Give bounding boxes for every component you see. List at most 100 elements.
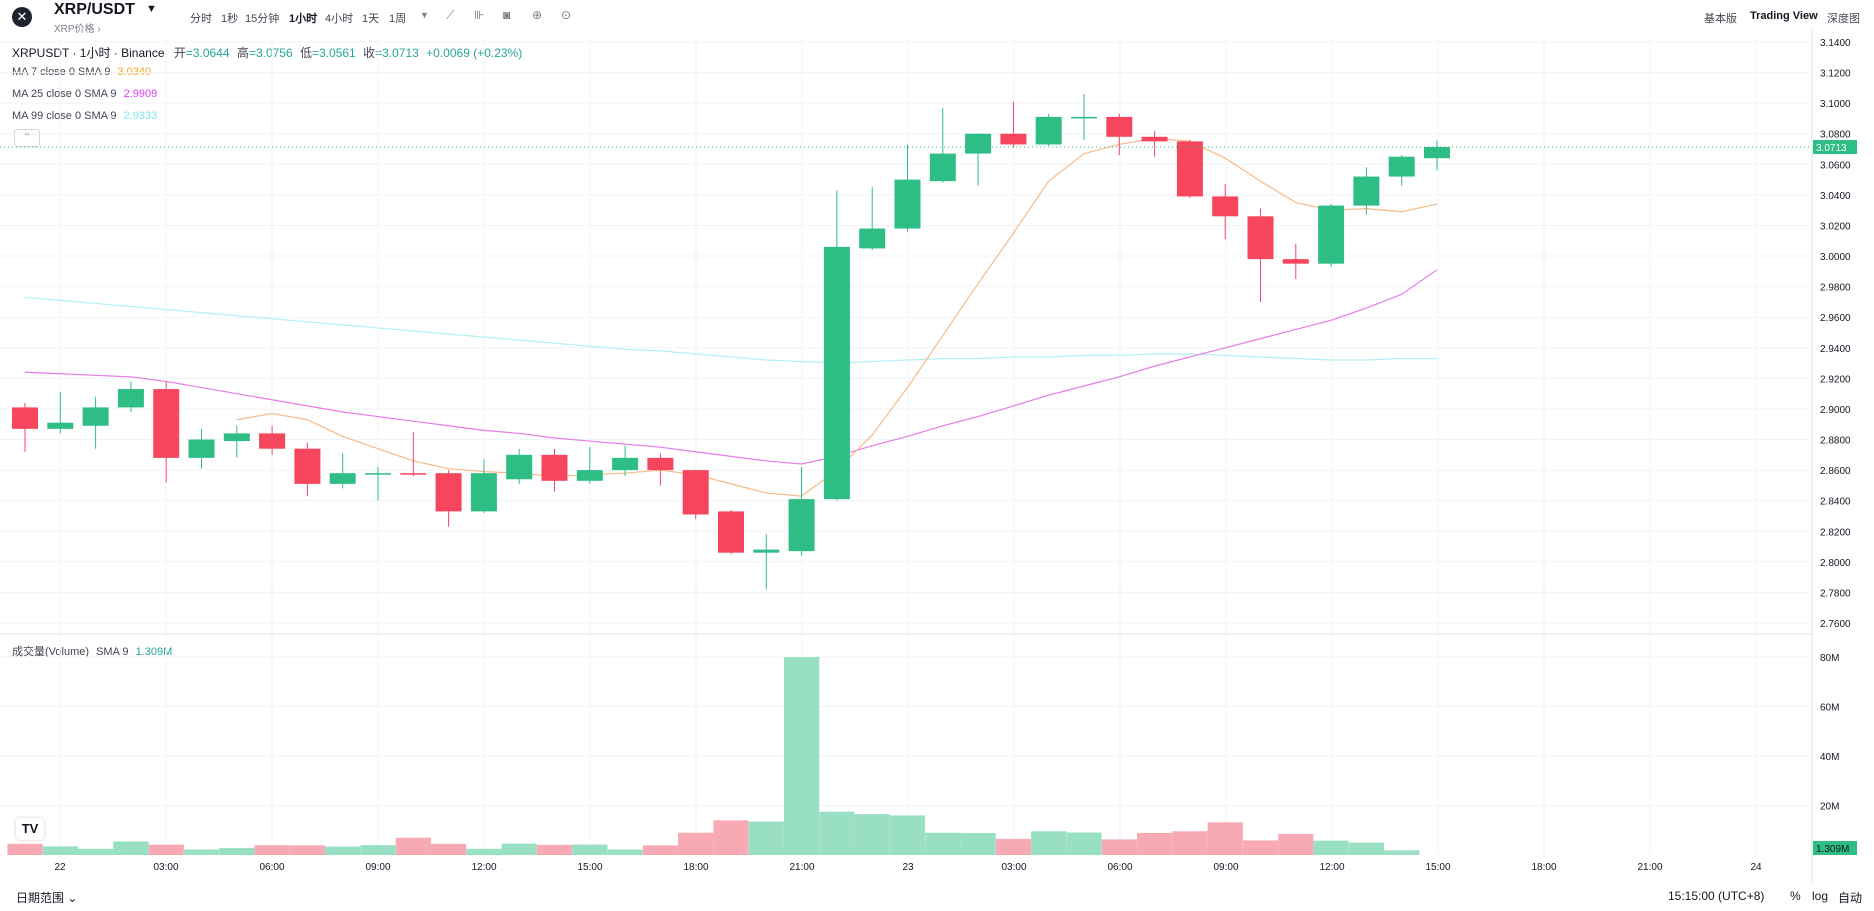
volume-bar bbox=[678, 832, 714, 855]
chevron-down-icon[interactable]: ▼ bbox=[146, 3, 157, 15]
volume-tick: 80M bbox=[1820, 653, 1839, 664]
volume-bar bbox=[42, 846, 78, 855]
camera-icon[interactable]: ◙ bbox=[503, 8, 511, 22]
volume-bar bbox=[1172, 831, 1208, 855]
price-tick: 3.0800 bbox=[1820, 130, 1851, 141]
candle-body bbox=[1000, 133, 1027, 145]
candle-body bbox=[365, 473, 391, 475]
ma25-legend[interactable]: MA 25 close 0 SMA 9 2.9909 bbox=[12, 88, 157, 100]
interval-1w[interactable]: 1周 bbox=[389, 13, 407, 25]
time-tick: 23 bbox=[902, 862, 914, 873]
ma99-legend[interactable]: MA 99 close 0 SMA 9 2.9333 bbox=[12, 110, 157, 122]
time-tick: 03:00 bbox=[153, 862, 178, 873]
volume-bar bbox=[395, 837, 431, 855]
add-icon[interactable]: ⊕ bbox=[532, 8, 543, 22]
candle-body bbox=[12, 407, 38, 429]
time-tick: 18:00 bbox=[683, 862, 708, 873]
volume-bar bbox=[1101, 839, 1137, 855]
interval-15m[interactable]: 15分钟 bbox=[245, 13, 280, 25]
view-basic[interactable]: 基本版 bbox=[1704, 13, 1737, 25]
auto-toggle[interactable]: 自动 bbox=[1838, 891, 1863, 905]
ma99-label: MA 99 close 0 SMA 9 bbox=[12, 110, 117, 122]
ma25-line bbox=[24, 269, 1438, 465]
ma7-value: 3.0340 bbox=[117, 66, 152, 78]
volume-bar bbox=[1066, 832, 1102, 855]
time-tick: 18:00 bbox=[1531, 862, 1556, 873]
price-tick: 2.9200 bbox=[1820, 374, 1851, 385]
interval-1d[interactable]: 1天 bbox=[362, 13, 380, 25]
interval-1s[interactable]: 1秒 bbox=[221, 13, 239, 25]
volume-bar bbox=[1207, 822, 1243, 855]
volume-bar bbox=[960, 832, 996, 855]
change-value: +0.0069 (+0.23%) bbox=[426, 46, 523, 60]
candle-body bbox=[1388, 156, 1415, 177]
candles bbox=[0, 93, 1812, 590]
ma7-legend[interactable]: MA 7 close 0 SMA 9 3.0340 bbox=[12, 66, 151, 78]
time-tick: 24 bbox=[1750, 862, 1762, 873]
price-tick: 2.8800 bbox=[1820, 436, 1851, 447]
volume-bar bbox=[925, 832, 961, 855]
time-tick: 03:00 bbox=[1001, 862, 1026, 873]
chart-type-icon[interactable]: ⊪ bbox=[474, 8, 485, 22]
interval-4h[interactable]: 4小时 bbox=[325, 13, 354, 25]
price-tick: 3.0200 bbox=[1820, 221, 1851, 232]
settings-icon[interactable]: ⊙ bbox=[561, 8, 572, 22]
interval-more-chevron-icon[interactable]: ▼ bbox=[420, 10, 429, 20]
time-tick: 21:00 bbox=[789, 862, 814, 873]
percent-toggle[interactable]: % bbox=[1790, 889, 1801, 903]
volume-axis: 80M 60M 40M 20M 1.309M bbox=[1813, 653, 1857, 855]
xrp-logo-icon: ✕ bbox=[12, 7, 32, 27]
volume-bar bbox=[360, 845, 396, 855]
candle-body bbox=[1212, 196, 1239, 217]
candle-body bbox=[1282, 259, 1309, 264]
price-tick: 2.9000 bbox=[1820, 405, 1851, 416]
close-label: 收 bbox=[363, 46, 376, 60]
time-tick: 21:00 bbox=[1637, 862, 1662, 873]
volume-bar bbox=[1278, 833, 1314, 855]
close-value: =3.0713 bbox=[375, 46, 419, 60]
price-tick: 3.1200 bbox=[1820, 69, 1851, 80]
price-tick: 3.0400 bbox=[1820, 191, 1851, 202]
top-bar: ✕ XRP/USDT ▼ XRP价格 › 分时 1秒 15分钟 1小时 4小时 … bbox=[0, 0, 1874, 35]
volume-bar bbox=[572, 844, 608, 855]
open-label: 开 bbox=[173, 46, 186, 60]
interval-time[interactable]: 分时 bbox=[190, 13, 212, 25]
candle-body bbox=[823, 246, 850, 500]
volume-bar bbox=[113, 841, 149, 855]
time-tick: 15:00 bbox=[1425, 862, 1450, 873]
view-depth[interactable]: 深度图 bbox=[1827, 13, 1860, 25]
time-tick: 06:00 bbox=[259, 862, 284, 873]
candle-body bbox=[1353, 176, 1380, 206]
candle-body bbox=[753, 549, 780, 553]
date-range-button[interactable]: 日期范围 ⌄ bbox=[16, 891, 78, 905]
time-tick: 22 bbox=[54, 862, 66, 873]
pair-title[interactable]: XRP/USDT bbox=[54, 1, 135, 18]
candle-body bbox=[1176, 141, 1203, 197]
open-value: =3.0644 bbox=[185, 46, 230, 60]
time-axis: 22 03:00 06:00 09:00 12:00 15:00 18:00 21:00 23 0… bbox=[54, 862, 1762, 873]
volume-bar bbox=[148, 844, 184, 855]
log-toggle[interactable]: log bbox=[1812, 889, 1829, 903]
pair-subtitle[interactable]: XRP价格 › bbox=[54, 24, 101, 35]
candle-body bbox=[188, 439, 215, 458]
candle-body bbox=[929, 153, 956, 182]
volume-bar bbox=[1242, 840, 1279, 855]
ohlc-legend: XRPUSDT · 1小时 · Binance 开=3.0644 高=3.075… bbox=[12, 44, 522, 61]
candle-body bbox=[682, 470, 709, 515]
volume-tick: 20M bbox=[1820, 802, 1839, 813]
tradingview-logo-icon[interactable]: TV bbox=[16, 818, 44, 840]
volume-bar bbox=[254, 845, 290, 855]
bottom-bar: 日期范围 ⌄ 15:15:00 (UTC+8) % log 自动 bbox=[0, 884, 1874, 911]
price-tick: 2.8200 bbox=[1820, 527, 1851, 538]
candle-body bbox=[223, 433, 250, 442]
price-chart[interactable]: 3.1400 3.1200 3.1000 3.0800 3.0600 3.0400 3.02… bbox=[0, 0, 1874, 884]
volume-legend[interactable]: 成交量(Volume) SMA 9 1.309M bbox=[12, 643, 172, 659]
price-tick: 2.9600 bbox=[1820, 313, 1851, 324]
high-value: =3.0756 bbox=[248, 46, 293, 60]
interval-1h[interactable]: 1小时 bbox=[289, 13, 318, 25]
indicator-icon[interactable]: ⟋ bbox=[446, 8, 455, 22]
candle-body bbox=[965, 133, 992, 154]
price-tick: 2.8400 bbox=[1820, 497, 1851, 508]
candle-body bbox=[153, 389, 180, 458]
view-tradingview[interactable]: Trading View bbox=[1750, 10, 1818, 22]
